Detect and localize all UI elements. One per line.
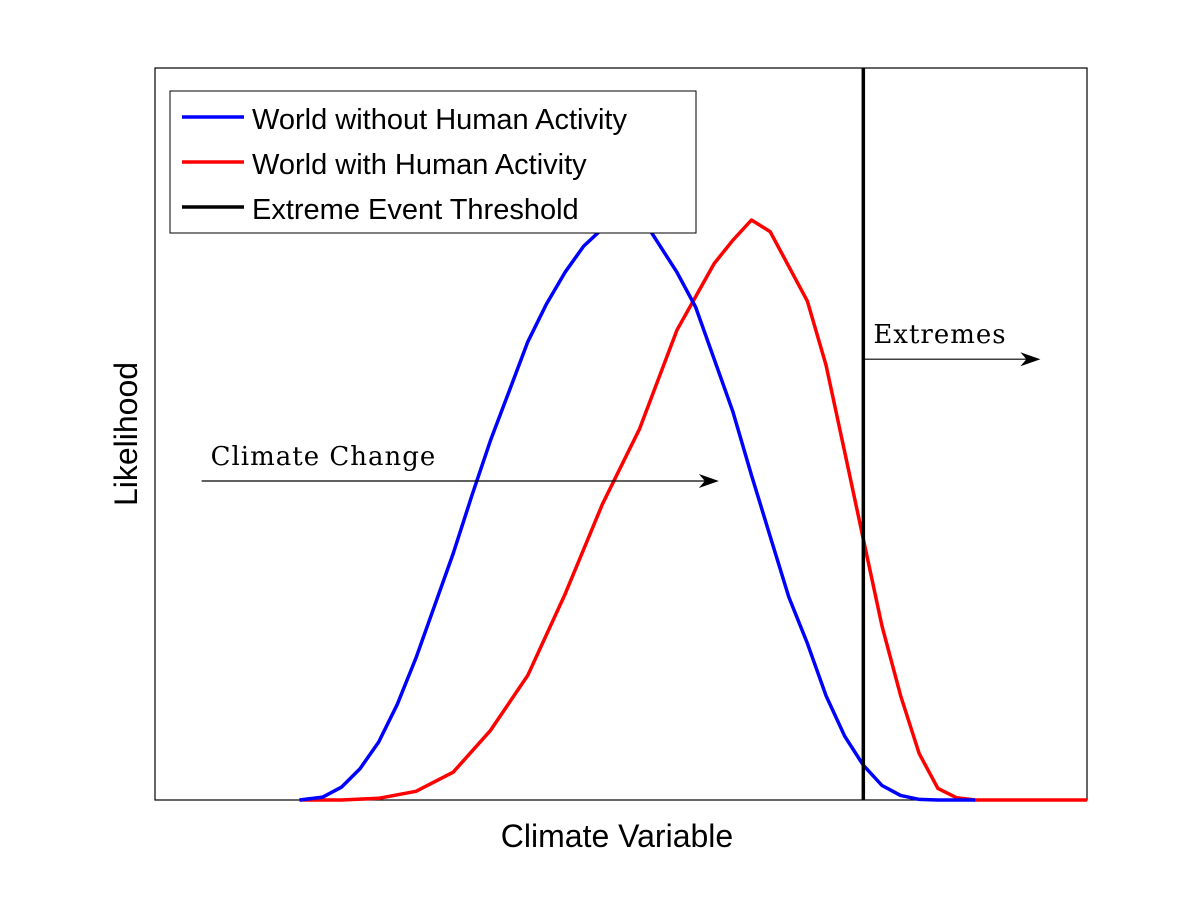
arrowhead-icon [1020,352,1041,367]
curve-with-human [299,218,1087,802]
legend-label-with-human: World with Human Activity [252,149,587,181]
legend: World without Human Activity World with … [169,90,697,234]
x-axis-label: Climate Variable [501,818,733,854]
annotation-extremes: Extremes [863,320,1041,367]
arrowhead-icon [698,474,719,488]
annotation-label-climate-change: Climate Change [211,442,437,472]
annotation-climate-change: Climate Change [201,442,719,488]
annotations-group: Climate Change Extremes [201,320,1041,488]
annotation-label-extremes: Extremes [873,320,1006,350]
legend-label-threshold: Extreme Event Threshold [252,194,579,226]
legend-label-without-human: World without Human Activity [252,104,627,136]
legend-box [169,90,697,234]
y-axis-label: Likelihood [108,362,144,506]
